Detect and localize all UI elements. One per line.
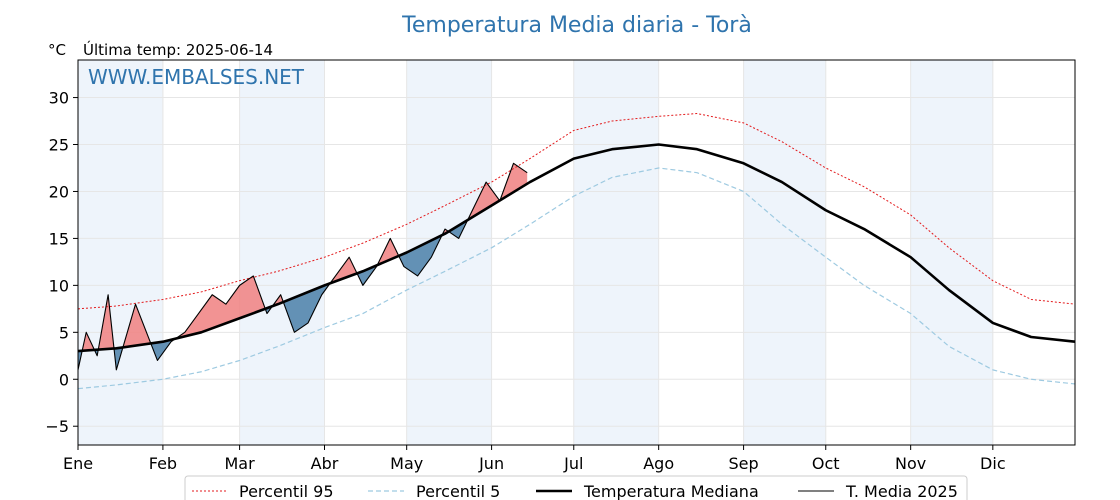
series-percentil-5: [77, 167, 1076, 390]
y-tick-label: 15: [49, 229, 69, 248]
month-band: [78, 60, 163, 445]
series-t-media-2025: [77, 162, 528, 371]
month-band: [239, 60, 325, 445]
x-tick-label: May: [390, 454, 423, 473]
chart-title: Temperatura Media diaria - Torà: [401, 13, 752, 38]
y-unit-label: °C: [48, 41, 66, 59]
watermark: WWW.EMBALSES.NET: [88, 65, 305, 89]
x-tick-label: Ago: [643, 454, 674, 473]
y-tick-label: 10: [49, 276, 69, 295]
legend-median: Temperatura Mediana: [583, 482, 759, 500]
month-bands: [78, 60, 993, 445]
legend-box: [184, 475, 968, 500]
x-tick-label: Oct: [812, 454, 840, 473]
series-percentil-95: [77, 113, 1076, 310]
x-axis: Ene Feb Mar Abr May Jun Jul Ago Sep Oct Nov Dic: [63, 445, 1006, 473]
legend: Percentil 95 Percentil 5 Temperatura Med…: [184, 475, 968, 500]
y-axis: −5 0 5 10 15 20 25 30: [45, 89, 78, 436]
x-tick-label: Ene: [63, 454, 93, 473]
x-tick-label: Jun: [478, 454, 504, 473]
y-tick-label: −5: [45, 417, 69, 436]
y-tick-label: 0: [59, 370, 69, 389]
y-tick-label: 5: [59, 323, 69, 342]
x-tick-label: Nov: [895, 454, 926, 473]
month-band: [743, 60, 826, 445]
series-temperatura-mediana: [77, 143, 1076, 353]
last-temp-label: Última temp: 2025-06-14: [83, 40, 273, 59]
y-tick-label: 30: [49, 89, 69, 108]
y-tick-label: 20: [49, 182, 69, 201]
gridlines: [77, 60, 1075, 445]
y-tick-label: 25: [49, 136, 69, 155]
x-tick-label: Feb: [149, 454, 177, 473]
x-tick-label: Sep: [729, 454, 759, 473]
month-band: [910, 60, 993, 445]
x-tick-label: Dic: [980, 454, 1006, 473]
x-tick-label: Jul: [563, 454, 583, 473]
legend-p95: Percentil 95: [239, 482, 334, 500]
legend-p5: Percentil 5: [416, 482, 500, 500]
month-band: [573, 60, 659, 445]
plot-frame: [77, 59, 1076, 446]
series-lines: [77, 113, 1076, 390]
x-tick-label: Abr: [311, 454, 339, 473]
legend-current: T. Media 2025: [845, 482, 958, 500]
x-tick-label: Mar: [225, 454, 256, 473]
